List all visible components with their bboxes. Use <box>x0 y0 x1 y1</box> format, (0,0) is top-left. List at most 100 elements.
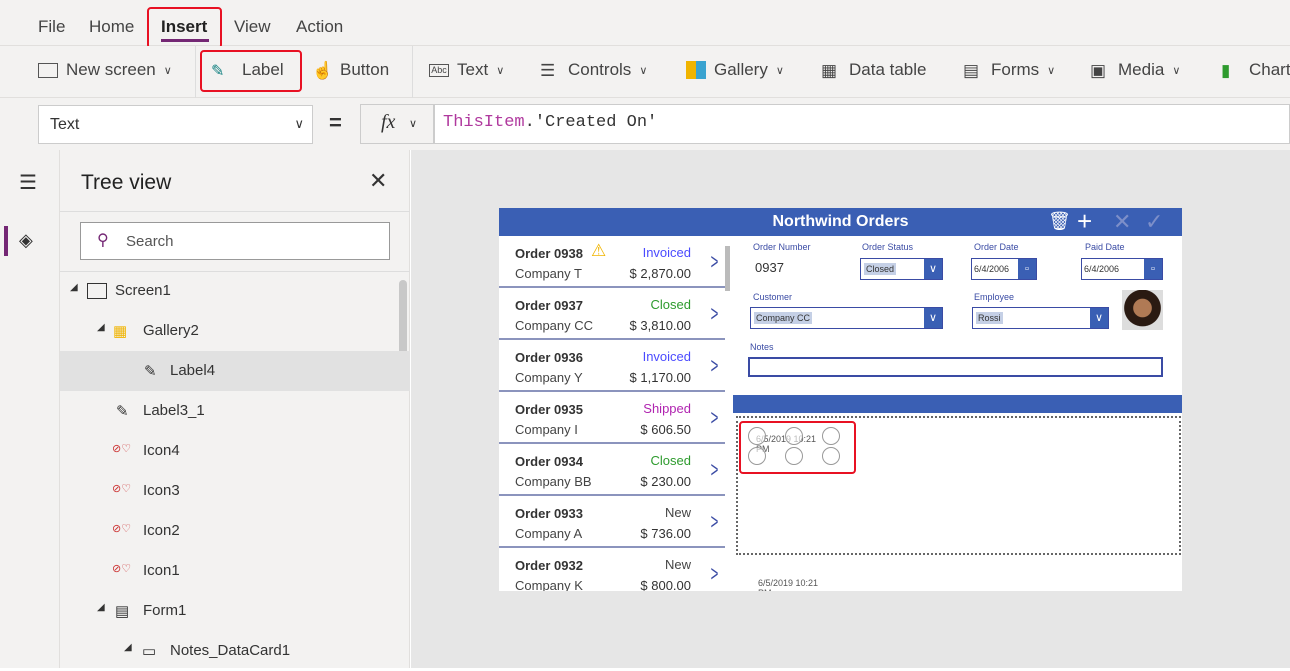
calendar-icon: ▫ <box>1018 259 1036 279</box>
forms-menu[interactable]: ▤ Forms ∨ <box>963 60 1056 80</box>
chevron-right-icon[interactable]: > <box>710 509 719 534</box>
menu-insert[interactable]: Insert <box>161 17 208 36</box>
data-table-button[interactable]: ▦ Data table <box>821 60 927 80</box>
order-number: Order 0938 <box>515 246 583 261</box>
order-total: $ 1,170.00 <box>629 370 691 385</box>
label3-1[interactable]: 6/5/2019 10:21 PM <box>758 578 819 591</box>
menu-file[interactable]: File <box>38 17 66 36</box>
order-date-picker[interactable]: 6/4/2006 ▫ <box>971 258 1037 280</box>
tree-node-icon1[interactable]: ⊘♡ Icon1 <box>60 551 410 591</box>
property-dropdown[interactable]: Text ∨ <box>38 105 313 144</box>
company: Company T <box>515 266 582 281</box>
media-menu[interactable]: ▣ Media ∨ <box>1090 60 1181 80</box>
text-abc-icon: Abc <box>429 63 449 77</box>
tree-node-notes-datacard1[interactable]: ◢ ▭ Notes_DataCard1 <box>124 642 291 660</box>
chevron-right-icon[interactable]: > <box>710 561 719 586</box>
data-table-label: Data table <box>849 60 927 79</box>
chevron-right-icon[interactable]: > <box>710 457 719 482</box>
gallery-icon <box>686 61 706 79</box>
gallery-item[interactable]: Order 0936 Company Y Invoiced $ 1,170.00 > <box>499 340 725 392</box>
customer-dropdown[interactable]: Company CC ∨ <box>750 307 943 329</box>
tree-node-icon4[interactable]: ⊘♡ Icon4 <box>60 431 410 471</box>
menu-view[interactable]: View <box>234 17 271 36</box>
gallery-item[interactable]: Order 0932 Company K New $ 800.00 > <box>499 548 725 591</box>
order-number-label: Order Number <box>753 242 811 252</box>
search-input[interactable]: ⚲ Search <box>80 222 390 260</box>
menu-action[interactable]: Action <box>296 17 344 36</box>
forms-icon: ▤ <box>963 61 980 80</box>
icons-icon: ⊘♡ <box>112 563 132 575</box>
gallery-item[interactable]: Order 0934 Company BB Closed $ 230.00 > <box>499 444 725 496</box>
check-icon[interactable]: ✓ <box>1145 209 1164 234</box>
tree-node-label4[interactable]: ✎ Label4 <box>60 351 410 391</box>
gallery-item[interactable]: Order 0937 Company CC Closed $ 3,810.00 > <box>499 288 725 340</box>
paid-date-picker[interactable]: 6/4/2006 ▫ <box>1081 258 1163 280</box>
menu-home[interactable]: Home <box>89 17 135 36</box>
order-status: Closed <box>650 453 691 468</box>
app-title: Northwind Orders <box>772 213 909 230</box>
order-status-dropdown[interactable]: Closed ∨ <box>860 258 943 280</box>
node-label: Screen1 <box>115 282 171 299</box>
gallery-item[interactable]: Order 0933 Company A New $ 736.00 > <box>499 496 725 548</box>
fx-button[interactable]: fx ∨ <box>360 104 434 144</box>
notes-label: Notes <box>750 342 774 352</box>
chevron-right-icon[interactable]: > <box>710 301 719 326</box>
text-label: Text <box>457 60 489 79</box>
node-label: Icon3 <box>143 482 180 499</box>
gallery-item[interactable]: Order 0938 ⚠ Company T Invoiced $ 2,870.00 > <box>499 236 725 288</box>
formula-input[interactable]: ThisItem.'Created On' <box>434 104 1290 144</box>
gallery-icon: ▦ <box>113 323 128 340</box>
layers-icon[interactable]: ◈ <box>19 230 33 250</box>
search-icon: ⚲ <box>97 232 109 249</box>
tree-node-icon3[interactable]: ⊘♡ Icon3 <box>60 471 410 511</box>
order-number-value: 0937 <box>755 260 784 275</box>
tree-node-icon2[interactable]: ⊘♡ Icon2 <box>60 511 410 551</box>
charts-menu[interactable]: ▮ Charts <box>1221 60 1290 80</box>
tree-node-gallery2[interactable]: ◢ ▦ Gallery2 <box>97 322 199 340</box>
form-icon: ▤ <box>115 603 130 620</box>
gallery-scrollbar[interactable] <box>725 246 730 291</box>
tree-node-form1[interactable]: ◢ ▤ Form1 <box>97 602 187 620</box>
trash-icon[interactable]: 🗑 <box>1048 211 1071 231</box>
text-menu[interactable]: Abc Text ∨ <box>429 60 504 80</box>
company: Company Y <box>515 370 583 385</box>
order-number: Order 0933 <box>515 506 583 521</box>
order-number: Order 0937 <box>515 298 583 313</box>
gallery-menu[interactable]: Gallery ∨ <box>686 60 784 80</box>
order-status: Shipped <box>643 401 691 416</box>
orders-gallery[interactable]: Order 0938 ⚠ Company T Invoiced $ 2,870.00 > O… <box>499 236 733 591</box>
add-icon[interactable]: + <box>1077 208 1093 236</box>
hamburger-menu-icon[interactable]: ☰ <box>19 172 37 194</box>
order-number: Order 0932 <box>515 558 583 573</box>
gallery-item[interactable]: Order 0935 Company I Shipped $ 606.50 > <box>499 392 725 444</box>
button-button[interactable]: ☝ Button <box>312 60 389 80</box>
formula-object: ThisItem <box>443 113 525 132</box>
node-label: Notes_DataCard1 <box>170 642 291 659</box>
notes-input[interactable] <box>748 357 1163 377</box>
label-button[interactable]: ✎ Label <box>211 60 284 80</box>
tree-scrollbar[interactable] <box>399 280 407 365</box>
left-rail: ☰ ◈ <box>0 150 60 668</box>
fx-icon: fx <box>381 111 396 133</box>
dropdown-value: Rossi <box>976 312 1003 324</box>
order-total: $ 230.00 <box>640 474 691 489</box>
highlight-label <box>200 50 302 92</box>
tree-node-screen1[interactable]: ◢ Screen1 <box>70 282 171 299</box>
chart-icon: ▮ <box>1221 61 1231 80</box>
chevron-right-icon[interactable]: > <box>710 353 719 378</box>
icons-icon: ⊘♡ <box>112 443 132 455</box>
chevron-right-icon[interactable]: > <box>710 405 719 430</box>
cancel-icon[interactable]: ✕ <box>1113 209 1132 234</box>
close-icon[interactable]: ✕ <box>369 168 388 193</box>
chevron-right-icon[interactable]: > <box>710 249 719 274</box>
datacard-icon: ▭ <box>142 643 157 660</box>
employee-dropdown[interactable]: Rossi ∨ <box>972 307 1109 329</box>
tree-view-title: Tree view <box>81 171 172 194</box>
controls-menu[interactable]: ☰ Controls ∨ <box>540 60 648 80</box>
new-screen-button[interactable]: New screen ∨ <box>38 60 172 80</box>
chevron-down-icon: ∨ <box>294 116 304 131</box>
tree-node-label3-1[interactable]: ✎ Label3_1 <box>60 391 410 431</box>
gallery-template[interactable]: 6/5/2019 10:21 PM <box>736 416 1181 555</box>
label-icon: ✎ <box>116 403 129 420</box>
customer-label: Customer <box>753 292 793 302</box>
